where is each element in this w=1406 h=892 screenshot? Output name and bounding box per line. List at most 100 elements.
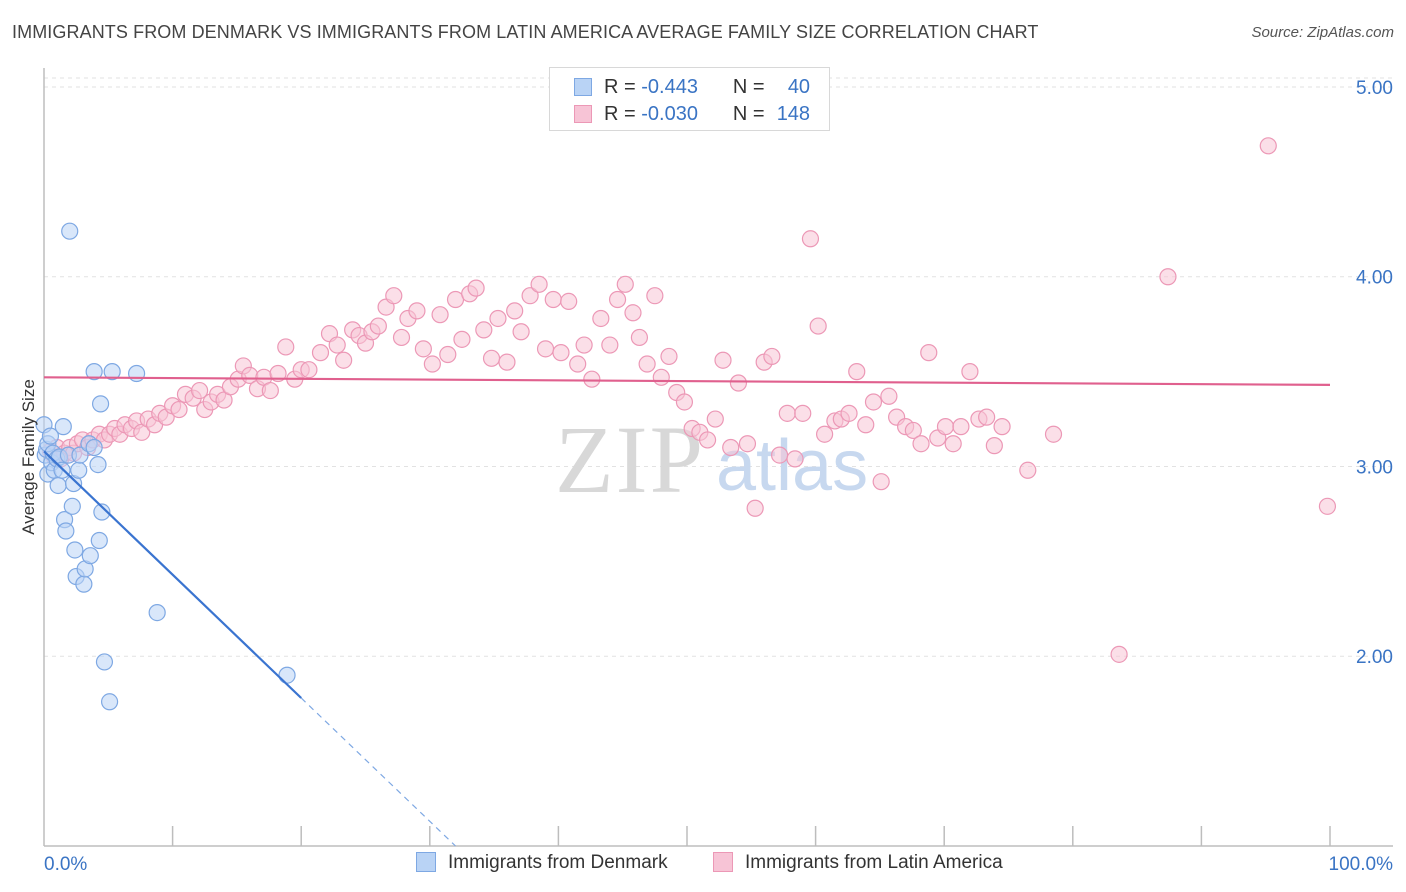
latam-point xyxy=(1259,137,1277,155)
denmark-point xyxy=(103,363,121,381)
legend-n-label: N = xyxy=(732,76,765,98)
y-tick-label: 4.00 xyxy=(1356,268,1393,289)
latam-point xyxy=(722,438,740,457)
latam-point xyxy=(816,425,834,443)
latam-point xyxy=(904,421,922,440)
denmark-point xyxy=(100,693,119,711)
denmark-point xyxy=(71,446,89,464)
latam-point xyxy=(530,275,548,293)
latam-point xyxy=(638,355,656,373)
latam-point xyxy=(414,340,432,358)
legend-row-denmark: R = -0.443 N = 40 xyxy=(574,76,810,98)
denmark-point xyxy=(91,395,110,413)
y-axis-label: Average Family Size xyxy=(19,379,38,535)
correlation-legend: R = -0.443 N = 40 R = -0.030 N = 148 xyxy=(549,67,830,131)
latam-point xyxy=(369,317,387,335)
y-axis-tick-labels: 2.00 3.00 4.00 5.00 xyxy=(1356,78,1393,668)
denmark-point xyxy=(54,418,72,436)
x-tick-label-max: 100.0% xyxy=(1329,854,1394,875)
latam-legend-swatch xyxy=(713,852,733,872)
latam-point xyxy=(660,347,678,366)
latam-point xyxy=(872,473,890,491)
denmark-point xyxy=(57,522,75,540)
bottom-legend-denmark: Immigrants from Denmark xyxy=(416,852,668,874)
latam-point xyxy=(475,321,493,339)
latam-point xyxy=(575,336,593,354)
latin-america-points xyxy=(41,137,1337,663)
latam-point xyxy=(191,381,209,400)
denmark-point xyxy=(89,455,107,474)
latam-point xyxy=(786,450,804,468)
latam-point xyxy=(624,304,642,322)
x-tick-label-min: 0.0% xyxy=(44,854,87,875)
latam-point xyxy=(608,290,627,309)
latam-point xyxy=(423,355,441,373)
latam-point xyxy=(170,400,188,419)
legend-r-value: -0.030 xyxy=(641,103,698,125)
latam-point xyxy=(506,302,524,320)
latam-point xyxy=(552,344,570,362)
latam-point xyxy=(848,363,866,381)
latam-point xyxy=(794,404,812,422)
denmark-point xyxy=(278,666,296,684)
denmark-point xyxy=(70,461,88,479)
latam-point xyxy=(328,336,346,354)
latam-point xyxy=(864,393,883,411)
latam-point xyxy=(300,361,318,379)
legend-r-label: R = xyxy=(604,103,636,125)
chart-title: IMMIGRANTS FROM DENMARK VS IMMIGRANTS FR… xyxy=(12,22,1039,42)
y-tick-label: 2.00 xyxy=(1356,647,1393,668)
y-tick-label: 3.00 xyxy=(1356,457,1393,478)
latam-point xyxy=(646,287,664,305)
bottom-legend-denmark-label: Immigrants from Denmark xyxy=(448,852,668,873)
denmark-point xyxy=(148,603,166,622)
denmark-legend-swatch xyxy=(416,852,436,872)
latam-point xyxy=(431,306,449,324)
legend-n-label: N = xyxy=(732,103,765,125)
denmark-point xyxy=(66,541,84,559)
latam-point xyxy=(536,340,555,358)
latam-point xyxy=(569,355,587,373)
latam-point xyxy=(840,404,858,422)
legend-row-latam: R = -0.030 N = 148 xyxy=(574,103,810,125)
latam-point xyxy=(592,309,610,328)
denmark-point xyxy=(53,461,71,479)
latam-swatch xyxy=(574,105,592,123)
latam-point xyxy=(467,279,485,297)
latam-point xyxy=(1110,645,1128,663)
denmark-point xyxy=(85,363,103,381)
latam-point xyxy=(261,381,279,400)
latam-point xyxy=(630,328,649,347)
latam-point xyxy=(1044,425,1063,443)
watermark: ZIP atlas xyxy=(555,406,868,513)
latam-point xyxy=(498,353,516,371)
latam-point xyxy=(521,287,539,305)
latam-point xyxy=(652,368,670,386)
latam-point xyxy=(583,370,601,388)
latam-point xyxy=(912,435,930,453)
latam-point xyxy=(560,292,578,310)
latam-point xyxy=(920,344,938,362)
legend-r-value: -0.443 xyxy=(641,76,698,98)
latam-point xyxy=(978,408,996,426)
latam-point xyxy=(729,374,748,392)
latam-point xyxy=(801,230,820,248)
latam-point xyxy=(269,364,287,383)
latam-point xyxy=(714,351,732,369)
latam-point xyxy=(770,446,789,464)
latam-point xyxy=(698,431,717,449)
denmark-point xyxy=(63,497,81,515)
latam-point xyxy=(616,275,634,293)
denmark-points xyxy=(35,222,296,711)
latam-point xyxy=(335,351,353,369)
latam-point xyxy=(746,499,764,517)
latam-point xyxy=(809,317,827,335)
latam-point xyxy=(936,418,955,436)
latam-point xyxy=(880,387,898,405)
latam-point xyxy=(675,393,694,411)
y-tick-label: 5.00 xyxy=(1356,78,1393,99)
latam-point xyxy=(944,435,962,453)
latam-point xyxy=(763,347,781,366)
latam-point xyxy=(706,410,724,428)
